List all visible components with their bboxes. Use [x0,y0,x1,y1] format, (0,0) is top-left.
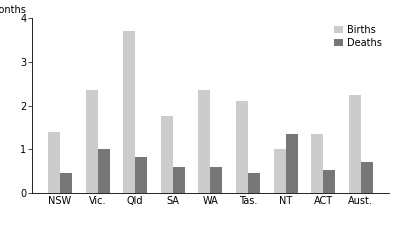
Legend: Births, Deaths: Births, Deaths [332,23,384,50]
Bar [349,95,361,193]
Bar [236,101,248,193]
Bar [210,167,222,193]
Bar [123,31,135,193]
Bar [98,149,110,193]
Bar [311,134,323,193]
Bar [274,149,285,193]
Bar [135,157,147,193]
Bar [248,173,260,193]
Bar [198,90,210,193]
Bar [161,116,173,193]
Bar [285,134,298,193]
Bar [60,173,72,193]
Bar [173,167,185,193]
Bar [86,90,98,193]
Text: months: months [0,5,26,15]
Bar [361,162,373,193]
Bar [48,132,60,193]
Bar [323,170,335,193]
